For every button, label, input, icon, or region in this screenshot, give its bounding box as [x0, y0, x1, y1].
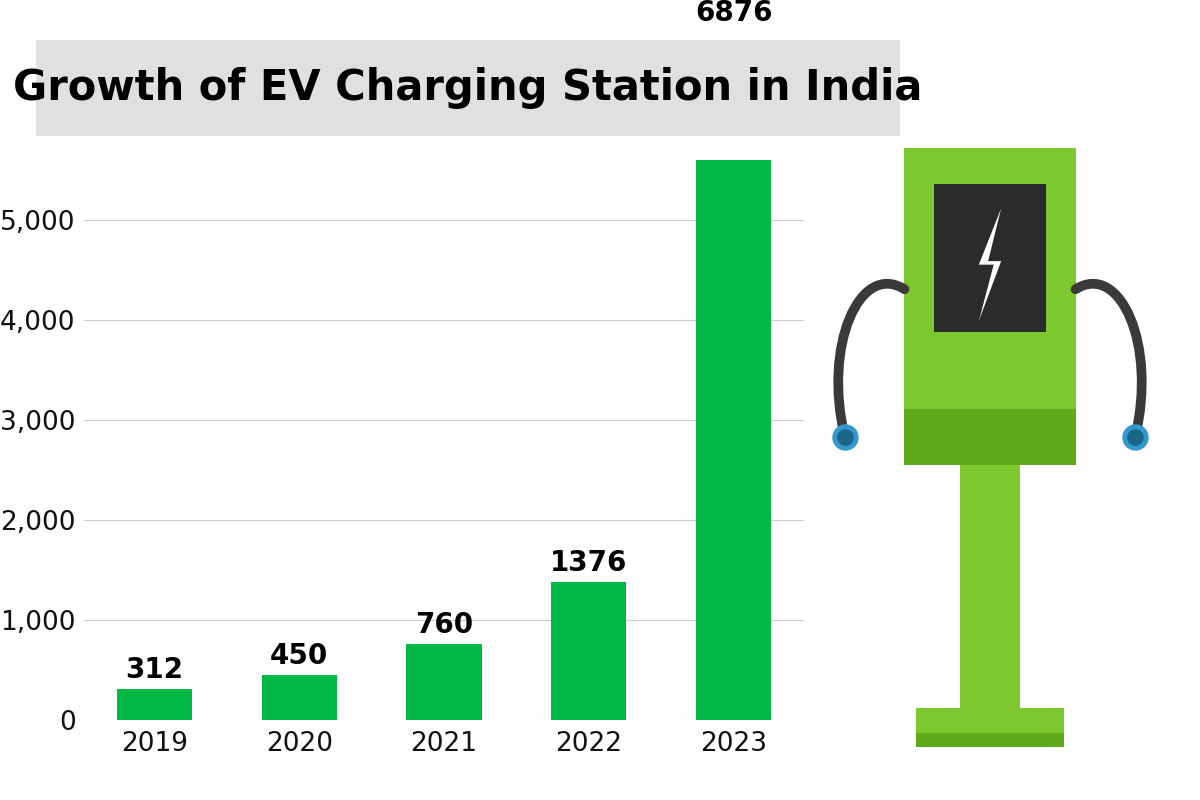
- Text: 1376: 1376: [550, 550, 628, 578]
- Polygon shape: [960, 451, 1020, 712]
- Bar: [551, 582, 626, 720]
- Polygon shape: [916, 708, 1064, 747]
- Text: 312: 312: [125, 656, 184, 684]
- Polygon shape: [916, 733, 1064, 747]
- Text: 760: 760: [415, 611, 473, 639]
- Text: Growth of EV Charging Station in India: Growth of EV Charging Station in India: [13, 67, 923, 109]
- Text: 450: 450: [270, 642, 329, 670]
- Polygon shape: [905, 149, 1075, 466]
- Polygon shape: [905, 409, 1075, 466]
- FancyBboxPatch shape: [36, 40, 900, 136]
- Bar: [262, 675, 337, 720]
- Text: 6876: 6876: [695, 0, 773, 27]
- Bar: [696, 32, 772, 720]
- Bar: [116, 689, 192, 720]
- Polygon shape: [935, 184, 1046, 331]
- Bar: [407, 644, 481, 720]
- Polygon shape: [979, 208, 1001, 321]
